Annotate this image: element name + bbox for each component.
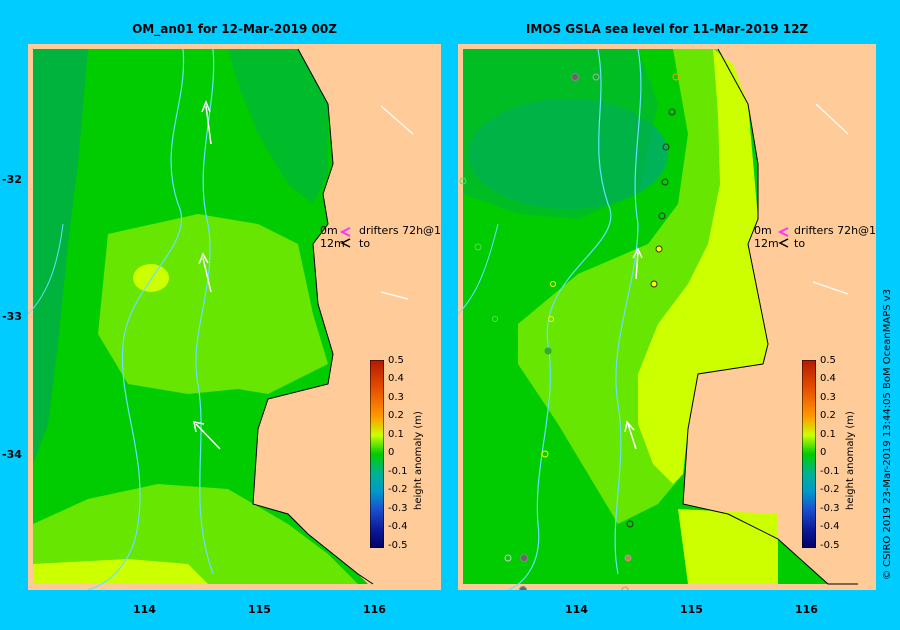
y-tick-label: -34 xyxy=(2,448,22,461)
right-cb-label: -0.2 xyxy=(820,484,840,495)
left-colorbar xyxy=(370,360,384,548)
left-map-canvas xyxy=(28,44,441,590)
left-cb-label: -0.2 xyxy=(388,484,408,495)
left-drift-label: drifters 72h@12h xyxy=(359,224,441,237)
x-tick-label: 116 xyxy=(795,603,818,616)
left-cb-label: -0.4 xyxy=(388,521,408,532)
right-drift-depth0: 0m xyxy=(754,224,772,237)
left-drift-to: to xyxy=(359,237,371,250)
left-drift-depth12: 12m xyxy=(320,237,345,250)
right-cb-label: -0.5 xyxy=(820,540,840,551)
right-cb-label: -0.3 xyxy=(820,503,840,514)
y-tick-label: -32 xyxy=(2,173,22,186)
left-cb-label: 0.1 xyxy=(388,429,404,440)
left-cb-label: 0.3 xyxy=(388,392,404,403)
right-drift-depth12: 12m xyxy=(754,237,779,250)
left-cb-label: 0.2 xyxy=(388,410,404,421)
right-colorbar xyxy=(802,360,816,548)
right-cb-label: -0.4 xyxy=(820,521,840,532)
right-drift-to: to xyxy=(794,237,806,250)
right-cb-label: 0.3 xyxy=(820,392,836,403)
x-tick-label: 115 xyxy=(680,603,703,616)
left-cb-label: 0.5 xyxy=(388,355,404,366)
left-drift-depth0: 0m xyxy=(320,224,338,237)
left-cb-label: 0.4 xyxy=(388,373,404,384)
x-tick-label: 115 xyxy=(248,603,271,616)
right-cb-label: 0.5 xyxy=(820,355,836,366)
right-drift-label: drifters 72h@12h xyxy=(794,224,876,237)
left-map-title: OM_an01 for 12-Mar-2019 00Z xyxy=(132,22,337,36)
right-cb-label: 0 xyxy=(820,447,827,458)
left-cb-label: 0 xyxy=(388,447,395,458)
left-cb-label: -0.3 xyxy=(388,503,408,514)
right-cb-label: 0.4 xyxy=(820,373,836,384)
right-cb-label: 0.2 xyxy=(820,410,836,421)
left-cb-label: -0.1 xyxy=(388,466,408,477)
right-colorbar-title: height anomaly (m) xyxy=(845,411,856,510)
credit-text: © CSIRO 2019 23-Mar-2019 13:44:05 BoM Oc… xyxy=(882,288,893,580)
x-tick-label: 116 xyxy=(363,603,386,616)
y-tick-label: -33 xyxy=(2,310,22,323)
left-cb-label: -0.5 xyxy=(388,540,408,551)
observation-dots xyxy=(459,73,680,590)
left-map-panel: 0m drifters 72h@12h 12m to xyxy=(28,44,441,590)
right-map-title: IMOS GSLA sea level for 11-Mar-2019 12Z xyxy=(525,22,809,36)
left-colorbar-title: height anomaly (m) xyxy=(413,411,424,510)
x-tick-label: 114 xyxy=(565,603,588,616)
right-cb-label: 0.1 xyxy=(820,429,836,440)
right-cb-label: -0.1 xyxy=(820,466,840,477)
x-tick-label: 114 xyxy=(133,603,156,616)
